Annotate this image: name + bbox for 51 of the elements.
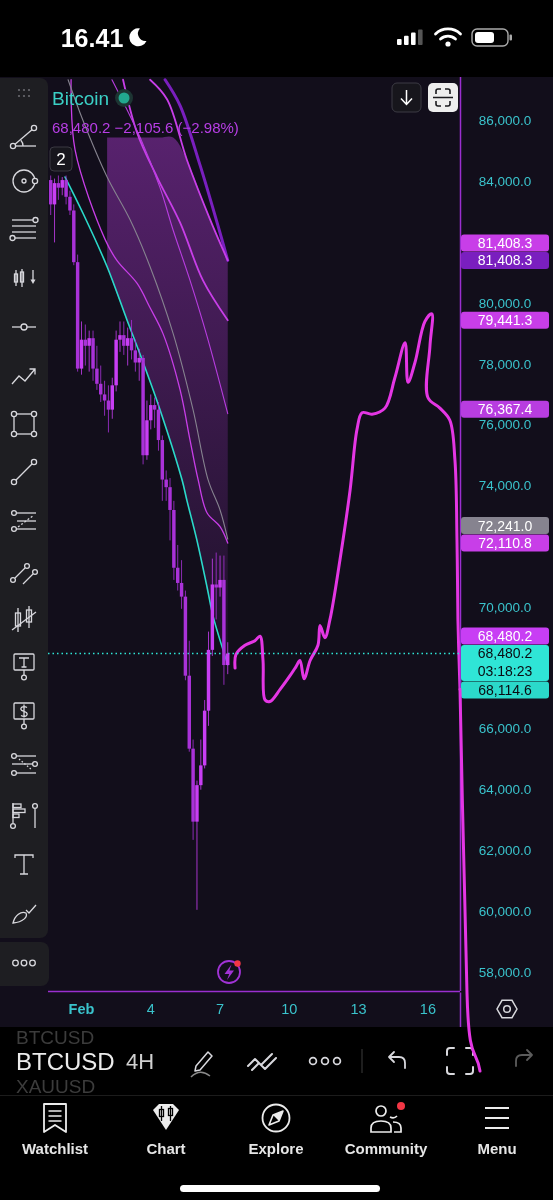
y-tick-label: 76,000.0 (478, 417, 532, 433)
text: 03:18:23 (477, 662, 533, 679)
y-tick-label: 70,000.0 (478, 599, 532, 615)
text: 4H (125, 1048, 155, 1074)
x-tick-label: Feb (68, 1001, 95, 1017)
text: 81,408.3 (477, 234, 533, 251)
candlestick (218, 555, 222, 598)
x-tick-label: 16 (419, 1001, 436, 1017)
text: 72,110.8 (478, 535, 532, 552)
ref-line-label: 68,480.2 (477, 645, 533, 662)
candlestick (152, 396, 157, 429)
candlestick (137, 348, 141, 382)
text: 72,241.0 (477, 517, 533, 534)
y-tick-label: 78,000.0 (478, 356, 532, 372)
y-tick-label: 58,000.0 (478, 964, 532, 980)
candlestick (56, 175, 61, 201)
candlestick (125, 327, 130, 367)
y-tick-label: 62,000.0 (478, 843, 532, 859)
text: 68,114.6 (478, 681, 532, 698)
text: BTCUSD (16, 1026, 95, 1048)
text: Watchlist (21, 1139, 89, 1157)
text: 81,408.3 (477, 252, 533, 269)
text: Explore (248, 1139, 304, 1157)
text: Menu (477, 1139, 517, 1157)
text: 16.41 (60, 24, 124, 52)
text: 68,480.2 (477, 627, 533, 644)
y-tick-label: 66,000.0 (478, 721, 532, 737)
annotation: 2 (56, 149, 66, 169)
text: Chart (146, 1139, 186, 1157)
y-tick-label: 84,000.0 (478, 174, 532, 190)
candlestick (87, 330, 91, 373)
y-tick-label: 74,000.0 (478, 478, 532, 494)
text: Community (344, 1139, 428, 1157)
y-tick-label: 64,000.0 (478, 782, 532, 798)
candlestick (226, 641, 230, 675)
x-tick-label: 7 (216, 1001, 225, 1017)
x-tick-label: 13 (350, 1001, 367, 1017)
x-tick-label: 10 (281, 1001, 298, 1017)
y-tick-label: 60,000.0 (478, 903, 532, 919)
candlestick (214, 552, 218, 620)
candlestick (133, 339, 138, 373)
text: XAUUSD (16, 1075, 96, 1097)
text: 79,441.3 (477, 312, 533, 329)
x-tick-label: 4 (146, 1001, 155, 1017)
y-tick-label: 86,000.0 (478, 113, 532, 129)
text: 76,367.4 (477, 401, 533, 418)
candlestick (102, 380, 107, 417)
y-tick-label: 80,000.0 (478, 295, 532, 311)
candlestick (60, 176, 64, 196)
candlestick (122, 320, 126, 356)
text: BTCUSD (16, 1047, 115, 1075)
